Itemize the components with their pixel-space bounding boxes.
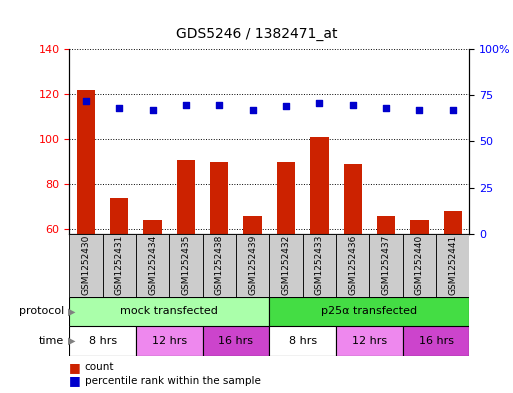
- Text: 8 hrs: 8 hrs: [289, 336, 317, 346]
- Bar: [436, 234, 469, 297]
- Bar: [403, 234, 436, 297]
- Bar: [136, 326, 203, 356]
- Text: GSM1252439: GSM1252439: [248, 235, 257, 296]
- Bar: [336, 234, 369, 297]
- Text: 16 hrs: 16 hrs: [419, 336, 453, 346]
- Text: percentile rank within the sample: percentile rank within the sample: [85, 376, 261, 386]
- Bar: [344, 164, 362, 234]
- Point: [416, 107, 424, 113]
- Bar: [277, 162, 295, 234]
- Bar: [269, 297, 469, 326]
- Text: GSM1252432: GSM1252432: [282, 235, 290, 296]
- Text: GSM1252440: GSM1252440: [415, 235, 424, 296]
- Text: 8 hrs: 8 hrs: [89, 336, 116, 346]
- Bar: [77, 90, 95, 234]
- Bar: [377, 216, 395, 234]
- Bar: [310, 137, 328, 234]
- Point: [448, 107, 457, 113]
- Bar: [136, 234, 169, 297]
- Text: 12 hrs: 12 hrs: [352, 336, 387, 346]
- Bar: [144, 220, 162, 234]
- Text: GSM1252435: GSM1252435: [182, 235, 190, 296]
- Bar: [69, 326, 136, 356]
- Bar: [103, 234, 136, 297]
- Bar: [236, 234, 269, 297]
- Point: [382, 105, 390, 111]
- Point: [149, 107, 157, 113]
- Bar: [403, 326, 469, 356]
- Bar: [303, 234, 336, 297]
- Text: p25α transfected: p25α transfected: [321, 307, 418, 316]
- Bar: [203, 234, 236, 297]
- Text: ■: ■: [69, 374, 81, 387]
- Point: [349, 101, 357, 108]
- Text: GSM1252437: GSM1252437: [382, 235, 390, 296]
- Text: GSM1252434: GSM1252434: [148, 235, 157, 296]
- Bar: [444, 211, 462, 234]
- Bar: [244, 216, 262, 234]
- Text: GSM1252436: GSM1252436: [348, 235, 357, 296]
- Text: GSM1252438: GSM1252438: [215, 235, 224, 296]
- Text: ▶: ▶: [68, 307, 76, 316]
- Bar: [110, 198, 128, 234]
- Point: [82, 98, 90, 104]
- Bar: [269, 234, 303, 297]
- Point: [248, 107, 256, 113]
- Bar: [269, 326, 336, 356]
- Text: ▶: ▶: [68, 336, 76, 346]
- Text: protocol: protocol: [19, 307, 64, 316]
- Text: time: time: [39, 336, 64, 346]
- Text: GDS5246 / 1382471_at: GDS5246 / 1382471_at: [176, 27, 337, 41]
- Text: GSM1252441: GSM1252441: [448, 235, 457, 296]
- Bar: [69, 234, 103, 297]
- Point: [282, 103, 290, 110]
- Bar: [69, 297, 269, 326]
- Text: 12 hrs: 12 hrs: [152, 336, 187, 346]
- Text: GSM1252431: GSM1252431: [115, 235, 124, 296]
- Text: GSM1252433: GSM1252433: [315, 235, 324, 296]
- Text: mock transfected: mock transfected: [121, 307, 218, 316]
- Text: GSM1252430: GSM1252430: [82, 235, 90, 296]
- Bar: [369, 234, 403, 297]
- Bar: [336, 326, 403, 356]
- Text: ■: ■: [69, 361, 81, 374]
- Bar: [169, 234, 203, 297]
- Bar: [177, 160, 195, 234]
- Point: [215, 101, 224, 108]
- Text: 16 hrs: 16 hrs: [219, 336, 253, 346]
- Bar: [203, 326, 269, 356]
- Bar: [210, 162, 228, 234]
- Point: [315, 99, 323, 106]
- Point: [115, 105, 124, 111]
- Text: count: count: [85, 362, 114, 372]
- Bar: [410, 220, 428, 234]
- Point: [182, 101, 190, 108]
